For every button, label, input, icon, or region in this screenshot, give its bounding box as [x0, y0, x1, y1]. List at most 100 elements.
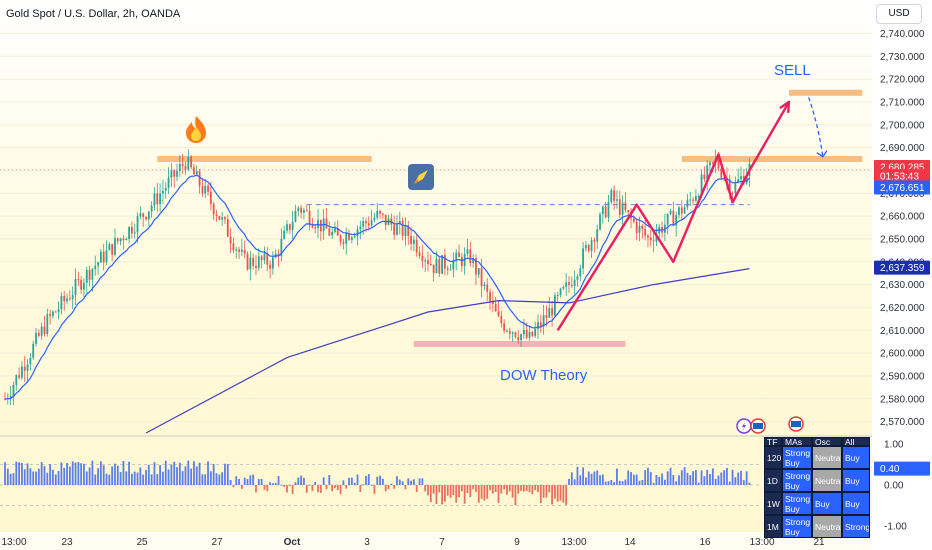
osc-bar — [29, 468, 32, 485]
osc-bar — [624, 479, 627, 485]
osc-bar — [689, 475, 692, 485]
candle — [32, 343, 35, 358]
candle — [345, 233, 348, 244]
table-header: Osc — [812, 437, 842, 446]
candle — [215, 214, 218, 217]
multi-timeframe-table: TF MAs Osc All 120 Strong Buy Neutral Buy 1D Stro… — [764, 437, 870, 538]
candle — [195, 171, 198, 175]
osc-bar — [23, 469, 26, 485]
candle — [635, 221, 638, 233]
osc-bar — [97, 468, 99, 485]
osc-bar — [494, 485, 497, 493]
osc-bar — [226, 463, 229, 485]
osc-bar — [384, 485, 387, 492]
osc-bar — [475, 485, 477, 492]
candle — [26, 364, 29, 371]
osc-bar — [162, 471, 164, 485]
osc-bar — [263, 485, 266, 490]
candle — [365, 221, 367, 224]
candle — [91, 268, 94, 280]
osc-bar — [322, 477, 325, 485]
osc-bar — [297, 477, 300, 485]
osc-bar — [647, 467, 649, 485]
osc-bar — [114, 463, 116, 485]
candle — [68, 298, 71, 300]
osc-bar — [593, 471, 596, 485]
time-axis-background — [0, 532, 872, 550]
candle — [452, 260, 455, 270]
event-icons[interactable] — [736, 416, 804, 434]
osc-bar — [218, 474, 221, 485]
osc-bar — [328, 474, 331, 485]
candle — [108, 244, 111, 251]
sell-projection — [808, 97, 824, 157]
osc-bar — [740, 470, 742, 485]
candle — [190, 156, 193, 168]
candle — [692, 199, 694, 201]
candle — [596, 229, 599, 242]
osc-bar — [325, 485, 328, 490]
candle — [252, 257, 255, 266]
table-timeframe: 1W — [764, 492, 782, 515]
osc-bar — [666, 471, 669, 485]
candle — [641, 225, 644, 230]
osc-bar — [477, 485, 480, 503]
candle — [229, 236, 232, 244]
osc-bar — [193, 461, 195, 485]
candle — [57, 309, 60, 312]
osc-bar — [319, 485, 322, 493]
candle — [460, 256, 463, 267]
osc-bar — [396, 476, 398, 485]
osc-bar — [723, 470, 725, 485]
osc-bar — [77, 462, 80, 485]
osc-bar — [32, 471, 35, 485]
candle — [46, 314, 49, 334]
osc-bar — [418, 478, 421, 485]
time-tick: 23 — [61, 537, 73, 548]
osc-bar — [700, 470, 703, 485]
osc-bar — [562, 485, 565, 503]
candle — [4, 398, 6, 400]
candle — [500, 315, 503, 324]
table-mas: Strong Buy — [782, 492, 812, 515]
osc-bar — [720, 472, 723, 485]
time-axis[interactable]: 13:00 23 25 27 Oct 3 7 9 13:00 14 16 13:00 21 — [0, 532, 872, 550]
candle — [145, 217, 147, 220]
candle — [497, 311, 500, 316]
osc-bar — [142, 474, 145, 485]
candle — [277, 253, 280, 257]
osc-bar — [116, 465, 119, 485]
candle — [585, 245, 587, 249]
table-timeframe: 120 — [764, 446, 782, 469]
dow-theory-path — [556, 101, 791, 331]
candle — [85, 269, 88, 283]
osc-bar — [525, 485, 528, 492]
candle — [706, 165, 709, 180]
candle — [255, 265, 257, 268]
candle — [294, 210, 297, 222]
candle — [367, 223, 370, 226]
oscillator-axis[interactable]: 1.00 0.00 -1.00 — [884, 440, 907, 533]
countdown-badge: 01:53:43 — [880, 172, 919, 183]
price-tick: 2,590.000 — [880, 371, 925, 382]
price-tick: 2,570.000 — [880, 417, 925, 428]
ema-slow-badge: 2,637.359 — [880, 263, 925, 274]
candle — [520, 334, 522, 341]
osc-bar — [692, 471, 694, 485]
candle — [150, 205, 153, 212]
osc-bar — [658, 476, 661, 485]
osc-bar — [221, 472, 224, 485]
candle — [711, 162, 714, 164]
candle — [122, 238, 125, 241]
currency-button[interactable]: USD — [876, 4, 922, 24]
oscillator-histogram — [0, 460, 760, 506]
candle — [573, 279, 576, 287]
candle — [204, 185, 207, 194]
osc-value-badge-bg — [874, 461, 930, 476]
price-axis[interactable]: 2,740.000 2,730.000 2,720.000 2,710.000 2,70… — [872, 0, 932, 550]
candle — [604, 206, 607, 218]
candle — [632, 218, 635, 222]
osc-bar — [6, 468, 9, 485]
